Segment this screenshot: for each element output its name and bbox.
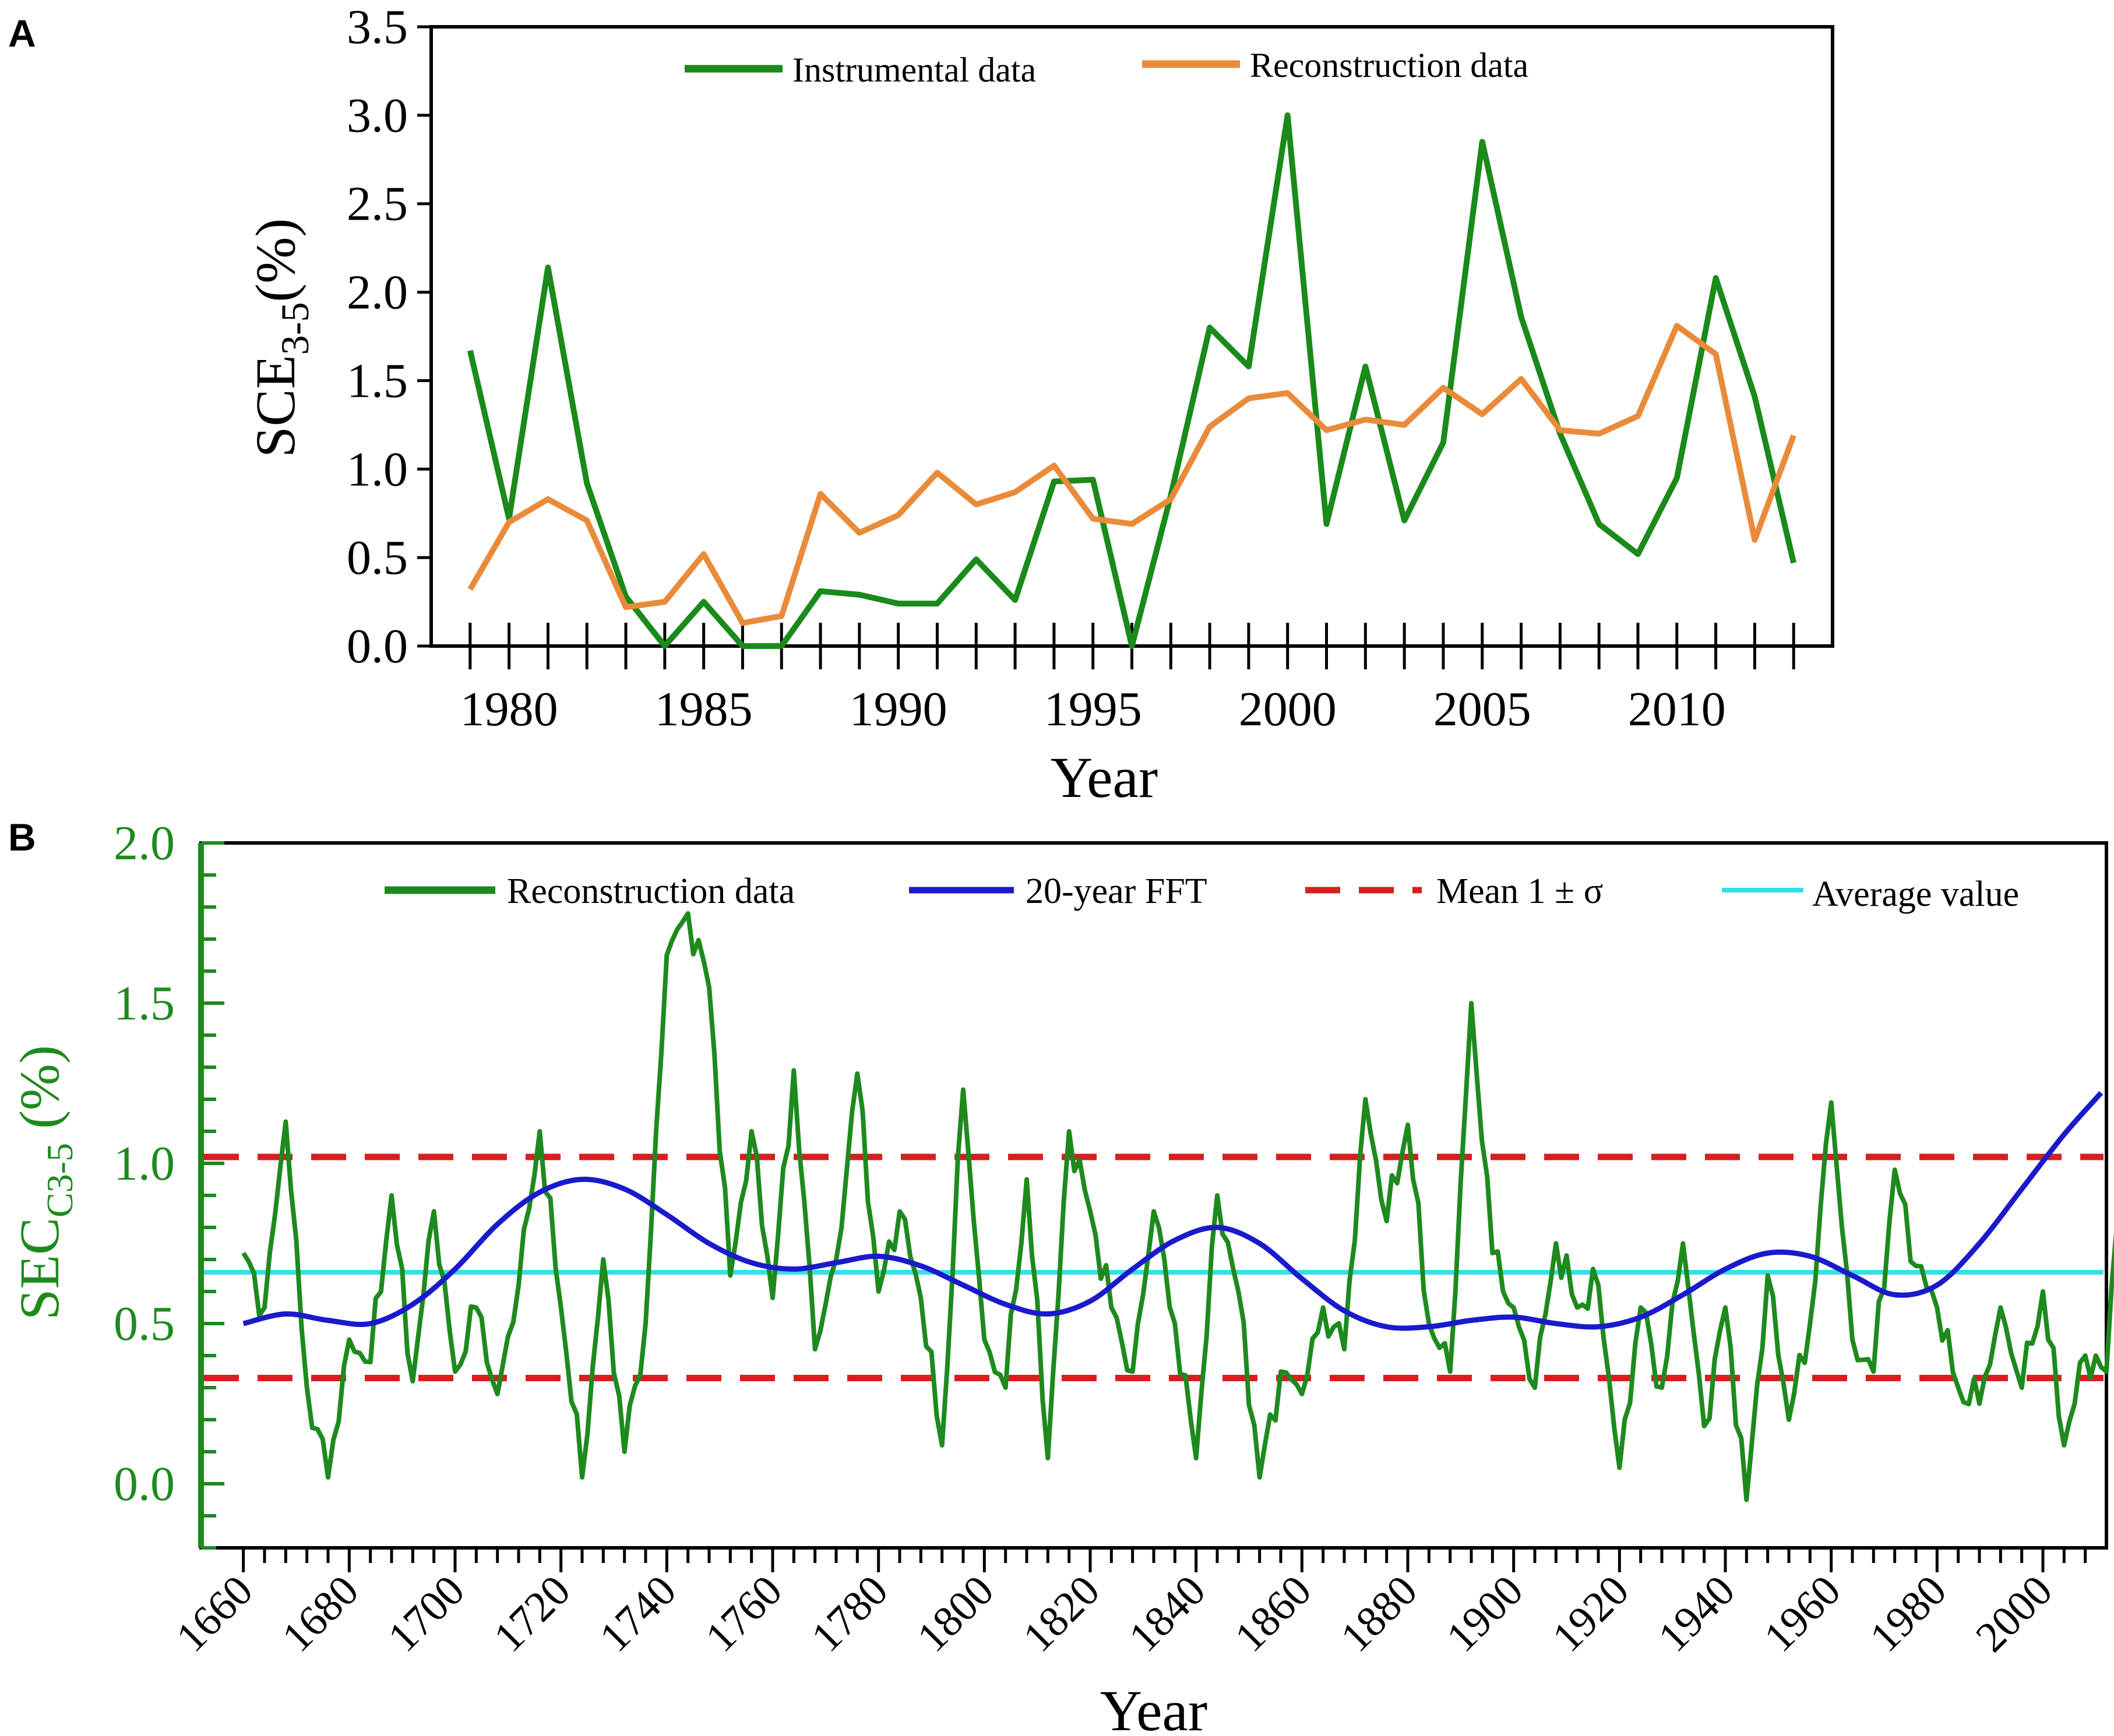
y-tick-label-b: 1.5 <box>114 976 175 1031</box>
y-tick-label-a: 3.0 <box>347 89 408 143</box>
x-tick-label-b: 1920 <box>1544 1566 1639 1661</box>
y-tick-label-b: 0.5 <box>114 1297 175 1351</box>
y-tick-label-b: 1.0 <box>114 1137 175 1191</box>
x-tick-label-b: 1980 <box>1861 1566 1956 1661</box>
x-tick-label-b: 1880 <box>1331 1566 1426 1661</box>
x-tick-label-b: 1940 <box>1649 1566 1744 1661</box>
x-tick-label-b: 1720 <box>485 1566 580 1661</box>
legend-label-instrumental: Instrumental data <box>792 51 1036 89</box>
y-tick-label-a: 0.0 <box>347 619 408 673</box>
x-tick-label-a: 1995 <box>1044 682 1142 736</box>
x-tick-label-b: 1660 <box>167 1566 262 1661</box>
legend-b: Reconstruction data 20-year FFT Mean 1 ±… <box>385 871 2019 914</box>
x-tick-label-a: 2000 <box>1239 682 1337 736</box>
y-axis-title-a: SCE3-5(%) <box>244 218 317 458</box>
x-axis-title-b: Year <box>1100 1678 1207 1736</box>
y-tick-label-a: 0.5 <box>347 531 408 585</box>
x-tick-label-b: 1700 <box>379 1566 474 1661</box>
legend-label-sigma: Mean 1 ± σ <box>1436 871 1603 911</box>
x-tick-label-b: 1860 <box>1226 1566 1321 1661</box>
legend-label-reconstruction-b: Reconstruction data <box>507 871 795 911</box>
series-line-reconstruction-b <box>241 911 2114 1502</box>
x-tick-label-a: 2005 <box>1433 682 1531 736</box>
x-tick-label-b: 1900 <box>1437 1566 1532 1661</box>
x-tick-label-a: 1980 <box>460 682 558 736</box>
series-line-instrumental <box>467 112 1797 649</box>
chart-panel-a: 1980 1985 1990 1995 2000 2005 2010 0.0 0.5 1.0 1.… <box>244 0 1834 810</box>
series-lines-b <box>241 911 2114 1502</box>
series-lines-a <box>467 112 1797 649</box>
legend-label-fft: 20-year FFT <box>1026 871 1207 911</box>
x-tick-label-b: 1820 <box>1014 1566 1109 1661</box>
y-ticks-a: 0.0 0.5 1.0 1.5 2.0 2.5 3.0 3.5 <box>347 0 431 673</box>
x-tick-label-b: 2000 <box>1967 1566 2062 1661</box>
x-ticks-a: 1980 1985 1990 1995 2000 2005 2010 <box>460 623 1795 736</box>
series-line-fft <box>242 1091 2104 1331</box>
plot-frame-a <box>429 25 1834 648</box>
x-tick-label-b: 1840 <box>1120 1566 1215 1661</box>
y-axis-title-b: SECC3-5 (%) <box>8 1045 80 1320</box>
x-ticks-b: 1660 1680 1700 1720 1740 1760 1780 1800 1820 1840… <box>167 1548 2087 1661</box>
x-tick-label-b: 1740 <box>591 1566 686 1661</box>
series-line-reconstruction-a <box>467 323 1796 626</box>
x-axis-title-a: Year <box>1051 745 1158 810</box>
y-tick-label-a: 1.5 <box>347 354 408 408</box>
x-tick-label-b: 1960 <box>1755 1566 1850 1661</box>
x-tick-label-b: 1780 <box>802 1566 897 1661</box>
y-tick-label-a: 1.0 <box>347 442 408 496</box>
y-tick-label-a: 2.5 <box>347 177 408 231</box>
x-tick-label-b: 1760 <box>696 1566 791 1661</box>
x-tick-label-b: 1680 <box>273 1566 368 1661</box>
x-tick-label-a: 1990 <box>850 682 947 736</box>
y-tick-label-a: 2.0 <box>347 266 408 320</box>
panel-label-b: B <box>8 816 36 859</box>
x-tick-label-a: 2010 <box>1628 682 1726 736</box>
legend-a: Instrumental data Reconstruction data <box>685 46 1528 89</box>
y-ticks-b: 0.0 0.5 1.0 1.5 2.0 <box>114 816 224 1550</box>
panel-label-a: A <box>8 12 36 55</box>
y-tick-label-b: 0.0 <box>114 1457 175 1511</box>
legend-label-average: Average value <box>1812 874 2019 914</box>
x-tick-label-a: 1985 <box>655 682 753 736</box>
chart-panel-b: 1660 1680 1700 1720 1740 1760 1780 1800 1820 1840… <box>8 816 2114 1736</box>
x-tick-label-b: 1800 <box>908 1566 1003 1661</box>
y-tick-label-a: 3.5 <box>347 0 408 54</box>
legend-label-reconstruction-a: Reconstruction data <box>1250 46 1528 84</box>
y-tick-label-b: 2.0 <box>114 816 175 870</box>
